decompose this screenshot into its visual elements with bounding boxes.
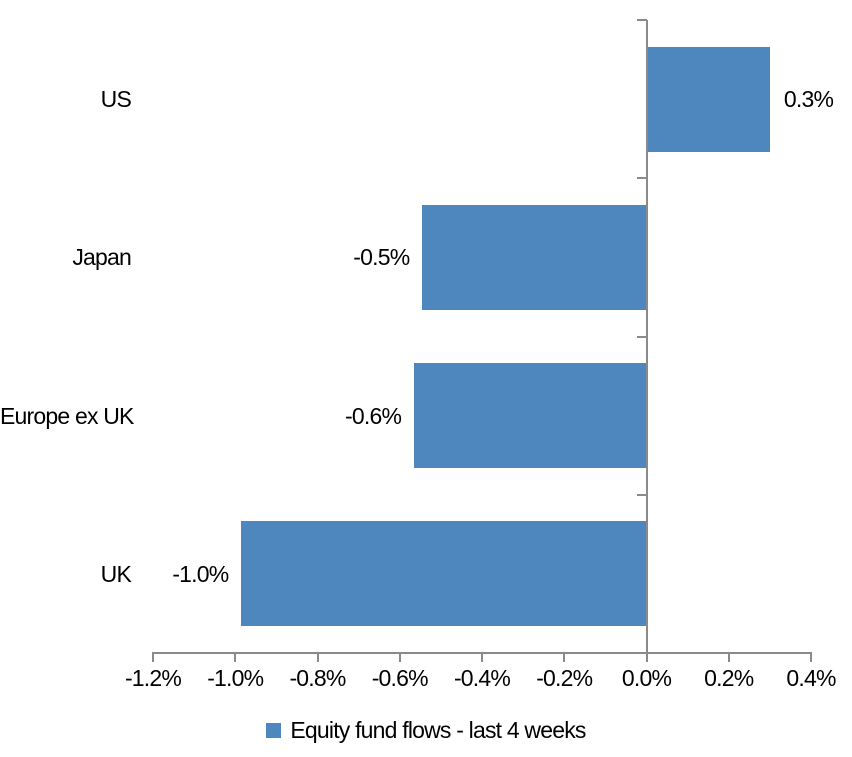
x-axis-tick — [727, 652, 730, 662]
x-axis-tick-label: -1.2% — [124, 665, 182, 691]
x-axis-tick-label: 0.0% — [621, 665, 672, 691]
value-label-japan: -0.5% — [353, 244, 410, 271]
x-axis-tick — [645, 652, 648, 662]
category-axis-tick — [636, 19, 647, 21]
category-label-uk: UK — [100, 560, 132, 587]
bar-europe-ex-uk — [414, 363, 647, 469]
legend-marker-icon — [266, 722, 282, 738]
x-axis-tick-label: 0.2% — [704, 665, 754, 691]
x-axis-tick-label: -0.4% — [453, 665, 511, 691]
x-axis-tick — [152, 652, 154, 662]
bar-us — [646, 46, 770, 152]
x-axis-tick — [810, 652, 812, 662]
category-label-us: US — [100, 86, 132, 113]
x-axis-tick — [481, 652, 483, 662]
legend: Equity fund flows - last 4 weeks — [0, 717, 852, 743]
x-axis-tick — [398, 652, 401, 662]
category-axis-tick — [636, 335, 647, 338]
value-label-uk: -1.0% — [172, 560, 229, 587]
category-axis-tick — [636, 493, 647, 496]
x-axis-tick-label: -0.2% — [536, 665, 593, 691]
category-label-europe-ex-uk: Europe ex UK — [0, 402, 134, 429]
x-axis-tick — [563, 652, 566, 662]
zero-axis-line — [645, 20, 648, 653]
x-axis-tick-label: 0.4% — [786, 665, 836, 691]
x-axis-tick — [234, 652, 237, 662]
bar-uk — [241, 521, 647, 627]
legend-label: Equity fund flows - last 4 weeks — [290, 717, 586, 743]
category-label-japan: Japan — [72, 244, 131, 271]
x-axis-tick-label: -1.0% — [207, 665, 264, 691]
value-label-us: 0.3% — [783, 86, 834, 113]
x-axis-tick — [316, 652, 319, 662]
value-label-europe-ex-uk: -0.6% — [345, 402, 402, 429]
x-axis-tick-label: -0.6% — [371, 665, 429, 691]
x-axis-tick-label: -0.8% — [289, 665, 346, 691]
bar-japan — [422, 204, 647, 310]
category-axis-tick — [636, 177, 647, 180]
